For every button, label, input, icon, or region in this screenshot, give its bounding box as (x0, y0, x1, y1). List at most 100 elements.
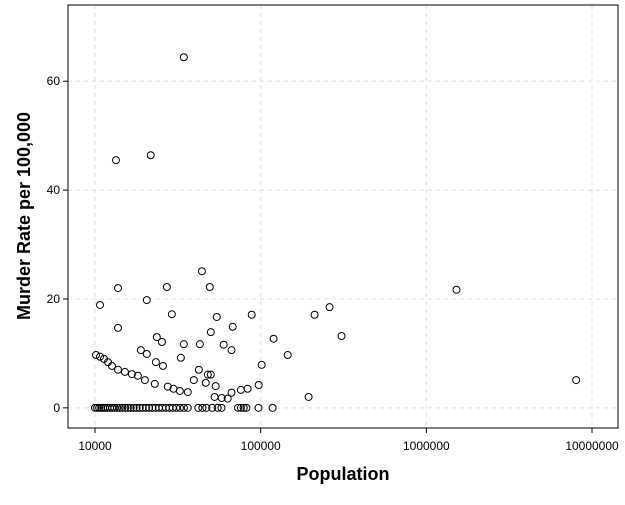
point (212, 312, 221, 321)
point (257, 360, 266, 369)
point (217, 403, 226, 412)
point (572, 376, 581, 385)
point (310, 310, 319, 319)
point (140, 376, 149, 385)
point (227, 388, 236, 397)
point (236, 403, 245, 412)
point (91, 403, 100, 412)
point (118, 403, 127, 412)
point (163, 382, 172, 391)
point (213, 403, 222, 412)
point (129, 403, 138, 412)
point (150, 379, 159, 388)
point (110, 403, 119, 412)
point (126, 403, 135, 412)
y-tick-label: 40 (47, 183, 61, 197)
point (247, 310, 256, 319)
point (96, 352, 105, 361)
point (219, 340, 228, 349)
point (158, 361, 167, 370)
point (176, 403, 185, 412)
point (203, 370, 212, 379)
point (127, 370, 136, 379)
point (206, 370, 215, 379)
point (206, 328, 215, 337)
point (146, 151, 155, 160)
point (93, 403, 102, 412)
point (111, 156, 120, 165)
point (239, 403, 248, 412)
point (337, 331, 346, 340)
point (179, 53, 188, 62)
point (183, 403, 192, 412)
point (197, 267, 206, 276)
point (195, 340, 204, 349)
point (175, 386, 184, 395)
point (227, 346, 236, 355)
point (452, 285, 461, 294)
point (325, 303, 334, 312)
point (228, 322, 237, 331)
point (211, 382, 220, 391)
point (151, 358, 160, 367)
point (217, 394, 226, 403)
y-axis-label: Murder Rate per 100,000 (14, 112, 34, 320)
point (145, 403, 154, 412)
y-tick-label: 0 (53, 401, 60, 415)
point (138, 403, 147, 412)
point (121, 403, 130, 412)
point (194, 365, 203, 374)
point (189, 376, 198, 385)
point (142, 296, 151, 305)
point (113, 403, 122, 412)
point (176, 353, 185, 362)
point (132, 403, 141, 412)
x-axis-label: Population (297, 464, 390, 484)
point (223, 394, 232, 403)
point (179, 403, 188, 412)
point (194, 403, 203, 412)
point (201, 378, 210, 387)
point (107, 361, 116, 370)
point (136, 346, 145, 355)
point (133, 371, 142, 380)
x-tick-label: 100000 (241, 439, 281, 453)
y-tick-label: 20 (47, 292, 61, 306)
point (198, 403, 207, 412)
point (268, 403, 277, 412)
point (304, 392, 313, 401)
point (95, 403, 104, 412)
point (152, 333, 161, 342)
point (254, 403, 263, 412)
point (114, 284, 123, 293)
point (202, 403, 211, 412)
point (157, 337, 166, 346)
point (183, 388, 192, 397)
point (254, 380, 263, 389)
x-tick-label: 1000000 (403, 439, 450, 453)
point (92, 351, 101, 360)
point (269, 334, 278, 343)
point (123, 403, 132, 412)
point (142, 349, 151, 358)
point (120, 367, 129, 376)
point (97, 403, 106, 412)
point (114, 323, 123, 332)
point (179, 340, 188, 349)
point (243, 384, 252, 393)
point (141, 403, 150, 412)
y-tick-label: 60 (47, 74, 61, 88)
plot-frame (67, 4, 619, 429)
point (162, 283, 171, 291)
point (114, 365, 123, 374)
point (208, 403, 217, 412)
x-tick-label: 10000 (78, 439, 112, 453)
point (167, 310, 176, 319)
point (96, 300, 105, 309)
x-tick-label: 10000000 (565, 439, 619, 453)
point (283, 351, 292, 360)
point (108, 403, 117, 412)
point (135, 403, 144, 412)
